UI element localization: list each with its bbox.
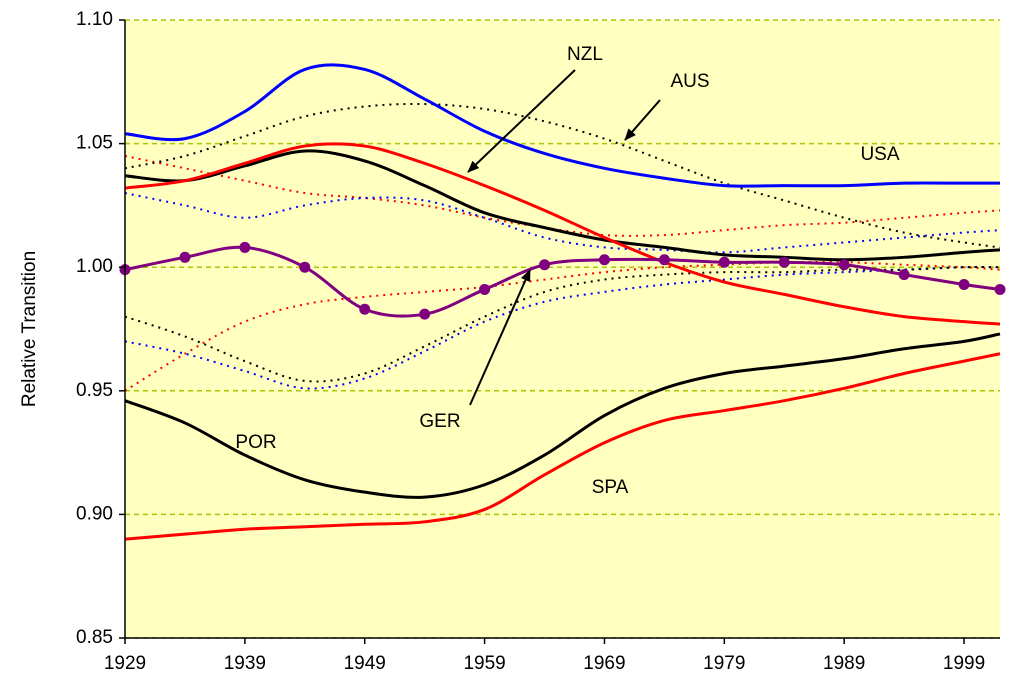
x-tick-label: 1929: [104, 653, 146, 674]
series-line: [124, 63, 1000, 188]
marker: [299, 261, 311, 273]
marker: [898, 269, 910, 281]
x-tick-label: 1969: [583, 653, 625, 674]
y-tick-label: 0.90: [76, 503, 113, 524]
marker: [718, 256, 730, 268]
arrow: [624, 99, 661, 141]
x-tick-label: 1989: [823, 653, 865, 674]
x-tick-label: 1949: [344, 653, 386, 674]
series-line: [124, 352, 1001, 541]
arrow: [467, 69, 576, 173]
marker: [179, 251, 191, 263]
annotation: GER: [419, 411, 460, 432]
series-line: [124, 149, 1001, 262]
x-tick-label: 1999: [943, 653, 985, 674]
marker: [778, 256, 790, 268]
annotation: AUS: [670, 71, 709, 92]
marker: [239, 241, 251, 253]
y-axis-label: Relative Transition: [19, 251, 40, 407]
x-tick-label: 1979: [703, 653, 745, 674]
y-tick-label: 1.10: [76, 9, 113, 30]
marker: [539, 259, 551, 271]
marker: [958, 279, 970, 291]
plot-area: [125, 20, 1000, 638]
marker: [359, 303, 371, 315]
marker: [419, 308, 431, 320]
marker: [994, 283, 1006, 295]
series-line: [124, 154, 1001, 237]
series-line: [124, 142, 1001, 326]
marker: [838, 259, 850, 271]
annotation: POR: [235, 432, 276, 453]
x-tick-label: 1939: [224, 653, 266, 674]
y-tick-label: 0.85: [76, 627, 113, 648]
marker: [479, 283, 491, 295]
marker: [598, 254, 610, 266]
annotation: SPA: [592, 477, 629, 498]
annotation: USA: [860, 144, 899, 165]
y-tick-label: 1.05: [76, 133, 113, 154]
arrow: [469, 269, 531, 406]
x-tick-label: 1959: [463, 653, 505, 674]
y-tick-label: 0.95: [76, 380, 113, 401]
marker: [658, 254, 670, 266]
series-line: [124, 266, 1001, 390]
y-tick-label: 1.00: [76, 256, 113, 277]
series-line: [124, 245, 1001, 318]
annotation: NZL: [567, 44, 603, 65]
series-line: [124, 332, 1001, 499]
